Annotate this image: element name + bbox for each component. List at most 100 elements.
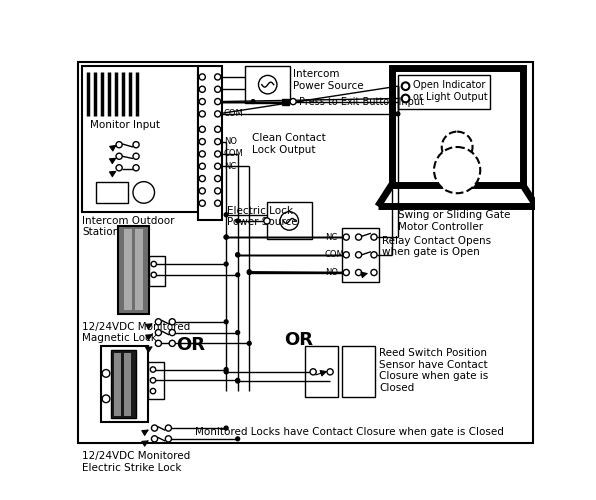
Circle shape — [165, 425, 172, 431]
Text: NO: NO — [224, 137, 237, 146]
Bar — [96, 182, 128, 203]
Bar — [283, 98, 288, 104]
Circle shape — [402, 94, 409, 102]
Circle shape — [215, 111, 221, 117]
Circle shape — [199, 98, 206, 104]
Bar — [198, 66, 222, 220]
Circle shape — [116, 153, 122, 160]
Circle shape — [215, 176, 221, 182]
Text: Monitored Locks have Contact Closure when gate is Closed: Monitored Locks have Contact Closure whe… — [195, 428, 504, 438]
Circle shape — [247, 270, 251, 274]
Circle shape — [199, 74, 206, 80]
Circle shape — [343, 252, 349, 258]
Text: COM: COM — [224, 150, 244, 158]
Circle shape — [247, 448, 251, 452]
Circle shape — [165, 436, 172, 442]
Circle shape — [247, 342, 251, 345]
Circle shape — [236, 219, 240, 223]
Bar — [267, 202, 312, 239]
Bar — [246, 66, 290, 103]
Circle shape — [151, 262, 157, 266]
Circle shape — [224, 320, 228, 324]
Circle shape — [133, 164, 139, 171]
Circle shape — [224, 262, 228, 266]
Circle shape — [215, 86, 221, 92]
Circle shape — [224, 235, 228, 239]
Circle shape — [199, 86, 206, 92]
Text: Swing or Sliding Gate
Motor Controller: Swing or Sliding Gate Motor Controller — [398, 210, 510, 232]
Text: Clean Contact
Lock Output: Clean Contact Lock Output — [252, 133, 325, 155]
Circle shape — [224, 368, 228, 372]
Circle shape — [116, 164, 122, 171]
Circle shape — [251, 100, 255, 103]
Circle shape — [199, 111, 206, 117]
Circle shape — [215, 200, 221, 206]
Text: Open Indicator
or Light Output: Open Indicator or Light Output — [413, 80, 488, 102]
Text: OR: OR — [176, 336, 205, 353]
Bar — [392, 68, 523, 184]
Circle shape — [133, 182, 154, 203]
Bar — [101, 346, 148, 422]
Circle shape — [290, 98, 296, 104]
Circle shape — [396, 112, 400, 116]
Circle shape — [199, 126, 206, 132]
Circle shape — [215, 74, 221, 80]
Circle shape — [169, 340, 175, 346]
Text: Relay Contact Opens
when gate is Open: Relay Contact Opens when gate is Open — [383, 236, 492, 257]
Circle shape — [215, 151, 221, 157]
Text: NC: NC — [325, 232, 337, 241]
Circle shape — [151, 425, 157, 431]
Circle shape — [165, 446, 172, 452]
Circle shape — [236, 273, 240, 277]
Bar — [148, 362, 164, 399]
Circle shape — [151, 436, 157, 442]
Circle shape — [327, 369, 333, 375]
Circle shape — [371, 234, 377, 240]
Circle shape — [224, 426, 228, 430]
Circle shape — [199, 138, 206, 144]
Circle shape — [264, 218, 270, 224]
Bar — [125, 230, 132, 310]
Text: 12/24VDC Monitored
Electric Strike Lock: 12/24VDC Monitored Electric Strike Lock — [82, 451, 190, 473]
Text: Intercom Outdoor
Station: Intercom Outdoor Station — [82, 216, 175, 237]
Circle shape — [259, 76, 277, 94]
Bar — [342, 228, 378, 282]
Text: Press to Exit Button Input: Press to Exit Button Input — [299, 96, 424, 106]
Text: NO: NO — [325, 268, 338, 277]
Bar — [114, 352, 122, 416]
Text: COM: COM — [325, 250, 344, 260]
Circle shape — [236, 330, 240, 334]
Circle shape — [150, 378, 156, 383]
Circle shape — [236, 379, 240, 383]
Circle shape — [133, 142, 139, 148]
Text: NC: NC — [224, 162, 236, 171]
Bar — [82, 66, 198, 212]
Circle shape — [133, 153, 139, 160]
Circle shape — [371, 270, 377, 276]
Text: Electric Lock
Power Source: Electric Lock Power Source — [227, 206, 297, 227]
Circle shape — [199, 151, 206, 157]
Circle shape — [199, 176, 206, 182]
Bar — [149, 256, 164, 286]
Circle shape — [199, 188, 206, 194]
Circle shape — [236, 253, 240, 256]
Text: COM: COM — [224, 110, 244, 118]
Circle shape — [169, 330, 175, 336]
Circle shape — [151, 272, 157, 278]
Circle shape — [224, 213, 228, 216]
Bar — [343, 346, 375, 398]
Circle shape — [199, 163, 206, 170]
Bar — [111, 350, 136, 418]
Bar — [119, 226, 149, 314]
Text: Monitor Input: Monitor Input — [90, 120, 160, 130]
Circle shape — [355, 270, 362, 276]
Circle shape — [150, 388, 156, 394]
Circle shape — [442, 132, 473, 162]
Circle shape — [402, 82, 409, 90]
Circle shape — [215, 98, 221, 104]
Circle shape — [169, 318, 175, 325]
Circle shape — [150, 367, 156, 372]
Circle shape — [224, 235, 228, 239]
Circle shape — [434, 147, 480, 193]
Circle shape — [355, 252, 362, 258]
